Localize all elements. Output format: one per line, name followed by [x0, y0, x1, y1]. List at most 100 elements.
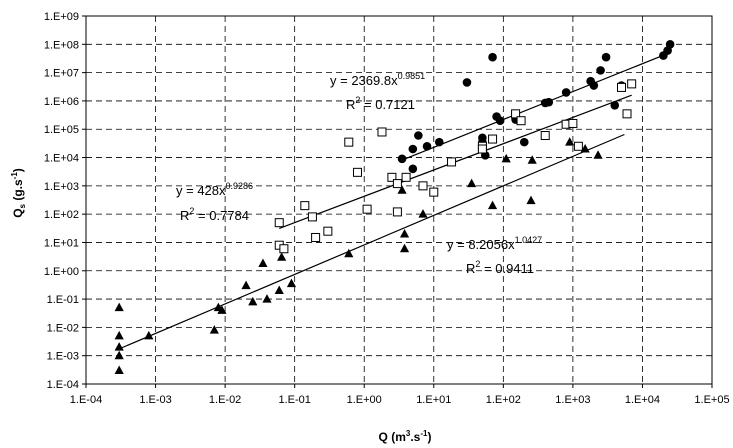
- y-tick-label: 1.E+02: [44, 209, 79, 221]
- y-tick-label: 1.E-04: [47, 379, 79, 391]
- data-point-triangle: [248, 296, 258, 306]
- data-point-triangle: [114, 330, 124, 340]
- x-tick-label: 1.E+04: [625, 394, 660, 406]
- data-point-triangle: [418, 209, 428, 218]
- equation-circles: y = 2369.8x0.9851 R2 = 0.7121: [330, 71, 425, 112]
- equation-squares: y = 428x0.9286 R2 = 0.7784: [176, 181, 253, 223]
- x-axis-tick-labels: 1.E-04 1.E-03 1.E-02 1.E-01 1.E+00 1.E+01 1.E+…: [70, 384, 730, 406]
- data-point-square: [344, 137, 354, 147]
- data-point-triangle: [114, 350, 124, 360]
- data-point-circle: [519, 137, 529, 147]
- data-point-triangle: [501, 153, 511, 163]
- y-axis-tick-labels: 1.E-04 1.E-03 1.E-02 1.E-01 1.E+00 1.E+01 1.E+…: [44, 11, 86, 391]
- data-point-triangle: [526, 195, 536, 205]
- equation-squares-r2: R2 = 0.7784: [180, 206, 249, 223]
- trend-line: [118, 133, 625, 350]
- y-tick-label: 1.E+04: [44, 153, 79, 165]
- equation-circles-formula: y = 2369.8x0.9851: [330, 71, 425, 88]
- data-point-circle: [422, 141, 432, 151]
- data-point-triangle: [209, 325, 219, 334]
- x-tick-label: 1.E-01: [278, 394, 310, 406]
- data-point-circle: [408, 144, 418, 154]
- data-point-triangle: [114, 342, 124, 351]
- data-point-triangle: [262, 294, 272, 303]
- data-point-square: [573, 141, 583, 151]
- data-point-triangle: [114, 302, 124, 312]
- y-tick-label: 1.E+07: [44, 68, 79, 80]
- data-point-triangle: [344, 248, 354, 258]
- data-point-circle: [544, 97, 554, 107]
- y-tick-label: 1.E-01: [47, 294, 79, 306]
- data-point-triangle: [258, 258, 268, 268]
- equation-triangles-formula: y = 8.2056x1.0427: [447, 235, 542, 252]
- data-point-circle: [414, 131, 423, 140]
- y-tick-label: 1.E+03: [44, 181, 79, 193]
- data-point-square: [447, 157, 457, 167]
- data-point-square: [540, 131, 550, 141]
- data-point-square: [392, 207, 402, 217]
- data-point-circle: [596, 66, 605, 75]
- y-tick-label: 1.E-03: [47, 351, 79, 363]
- data-point-square: [568, 118, 578, 128]
- data-point-triangle: [277, 252, 287, 261]
- data-point-square: [323, 226, 333, 236]
- data-point-square: [392, 179, 402, 189]
- data-point-square: [274, 218, 284, 228]
- data-point-triangle: [580, 144, 590, 153]
- x-tick-label: 1.E-02: [209, 394, 241, 406]
- data-point-circle: [462, 78, 472, 87]
- equation-triangles-r2: R2 = 0.9411: [466, 259, 534, 276]
- data-point-circle: [397, 154, 407, 164]
- data-point-square: [418, 181, 428, 191]
- data-point-circle: [488, 52, 497, 62]
- data-point-square: [279, 244, 289, 254]
- data-point-triangle: [397, 185, 407, 194]
- x-tick-label: 1.E+01: [416, 394, 451, 406]
- equation-triangles: y = 8.2056x1.0427 R2 = 0.9411: [447, 235, 542, 276]
- data-point-triangle: [487, 200, 498, 210]
- data-point-circle: [434, 137, 444, 147]
- data-point-square: [401, 172, 411, 182]
- data-point-square: [516, 116, 526, 126]
- data-point-circle: [408, 164, 418, 174]
- data-point-triangle: [286, 278, 297, 288]
- data-point-circle: [665, 40, 675, 49]
- trend-line: [401, 52, 671, 161]
- y-tick-label: 1.E+08: [44, 39, 79, 51]
- x-tick-label: 1.E+03: [555, 394, 590, 406]
- data-point-circle: [601, 52, 611, 62]
- data-point-circle: [495, 116, 505, 126]
- y-tick-label: 1.E+01: [44, 237, 79, 249]
- equation-circles-r2: R2 = 0.7121: [346, 95, 415, 112]
- x-tick-label: 1.E+02: [486, 394, 521, 406]
- x-tick-label: 1.E+05: [694, 394, 729, 406]
- data-points: [114, 40, 675, 374]
- data-point-triangle: [217, 305, 227, 314]
- data-point-triangle: [399, 228, 410, 238]
- data-point-square: [352, 167, 362, 177]
- y-tick-label: 1.E-02: [47, 322, 79, 334]
- data-point-circle: [589, 81, 599, 90]
- y-tick-label: 1.E+06: [44, 96, 79, 108]
- y-axis-title: Qs (g.s-1): [10, 168, 27, 218]
- data-point-square: [627, 79, 637, 89]
- data-point-square: [429, 187, 439, 197]
- x-tick-label: 1.E-04: [70, 394, 102, 406]
- y-tick-label: 1.E+00: [44, 266, 79, 278]
- data-point-square: [300, 201, 310, 211]
- x-tick-label: 1.E+00: [347, 394, 382, 406]
- data-point-triangle: [114, 365, 124, 374]
- data-point-square: [617, 82, 627, 92]
- data-point-triangle: [399, 243, 410, 253]
- y-tick-label: 1.E+09: [44, 11, 79, 23]
- plot-area-frame: [85, 15, 713, 385]
- data-point-triangle: [565, 137, 575, 146]
- data-point-circle: [610, 101, 620, 110]
- data-point-triangle: [241, 280, 251, 290]
- data-point-triangle: [593, 150, 603, 159]
- equation-squares-formula: y = 428x0.9286: [176, 181, 253, 198]
- data-point-square: [488, 134, 498, 144]
- data-point-square: [307, 212, 317, 222]
